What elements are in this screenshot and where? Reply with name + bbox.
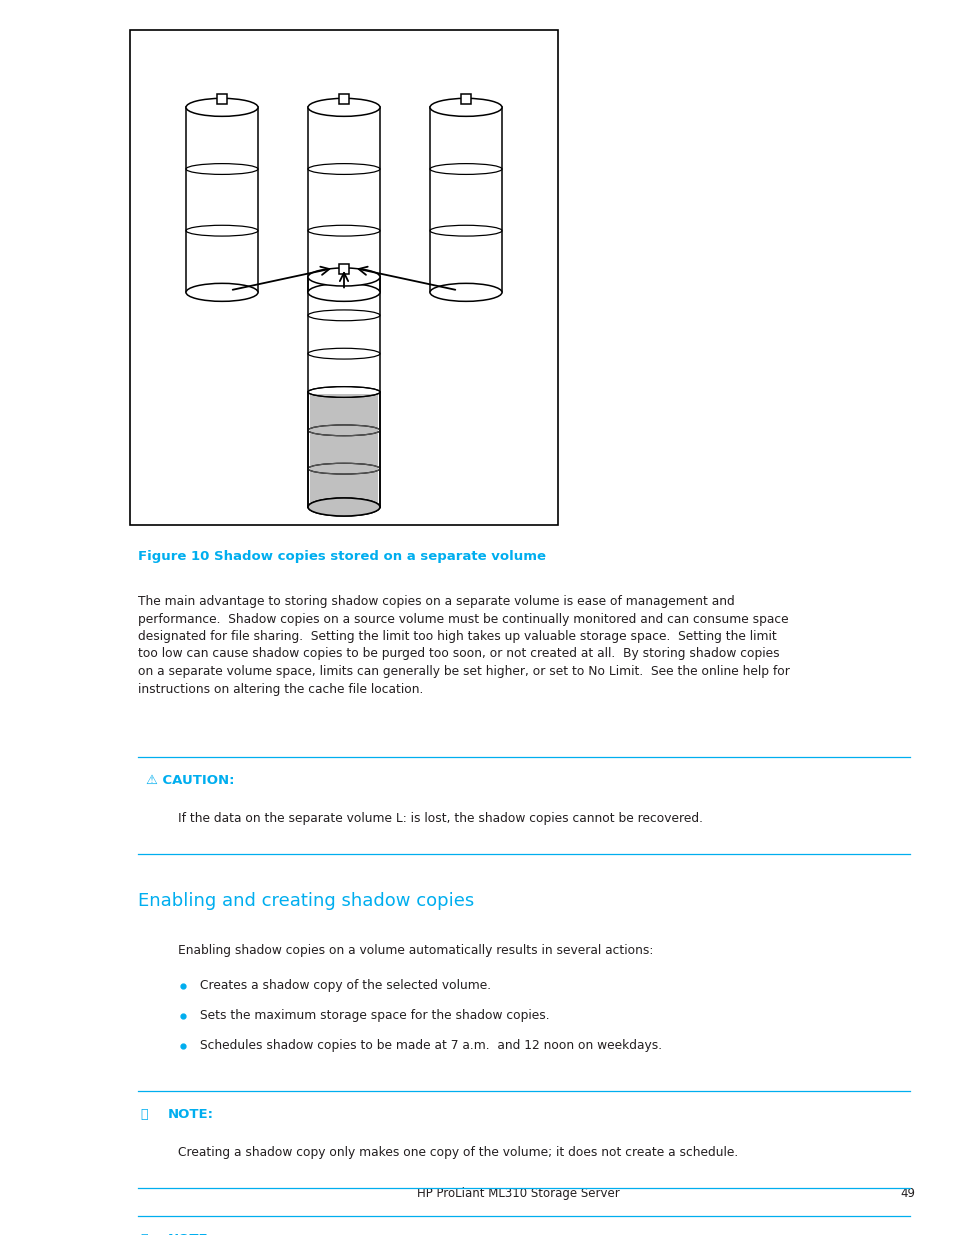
Text: NOTE:: NOTE: <box>168 1233 213 1235</box>
Ellipse shape <box>430 283 501 301</box>
Bar <box>130 30 558 525</box>
Text: Sets the maximum storage space for the shadow copies.: Sets the maximum storage space for the s… <box>200 1009 549 1023</box>
Text: If the data on the separate volume L: is lost, the shadow copies cannot be recov: If the data on the separate volume L: is… <box>178 811 702 825</box>
Text: Creates a shadow copy of the selected volume.: Creates a shadow copy of the selected vo… <box>200 979 491 992</box>
Bar <box>460 94 471 104</box>
Text: 🖹: 🖹 <box>140 1233 148 1235</box>
Text: The main advantage to storing shadow copies on a separate volume is ease of mana: The main advantage to storing shadow cop… <box>138 595 789 695</box>
Ellipse shape <box>308 498 379 516</box>
Bar <box>216 94 227 104</box>
Ellipse shape <box>308 498 379 516</box>
Ellipse shape <box>186 99 257 116</box>
Ellipse shape <box>308 268 379 287</box>
Text: Schedules shadow copies to be made at 7 a.m.  and 12 noon on weekdays.: Schedules shadow copies to be made at 7 … <box>200 1039 661 1052</box>
Ellipse shape <box>430 99 501 116</box>
Bar <box>309 394 378 505</box>
Text: Enabling shadow copies on a volume automatically results in several actions:: Enabling shadow copies on a volume autom… <box>178 944 653 957</box>
Bar <box>308 277 379 508</box>
Bar <box>186 107 257 293</box>
Ellipse shape <box>186 283 257 301</box>
Bar <box>308 107 379 293</box>
Text: 49: 49 <box>899 1187 914 1200</box>
Text: Enabling and creating shadow copies: Enabling and creating shadow copies <box>138 892 474 910</box>
Text: HP ProLiant ML310 Storage Server: HP ProLiant ML310 Storage Server <box>416 1187 619 1200</box>
Bar <box>430 107 501 293</box>
Ellipse shape <box>308 99 379 116</box>
Text: Figure 10 Shadow copies stored on a separate volume: Figure 10 Shadow copies stored on a sepa… <box>138 550 545 563</box>
Ellipse shape <box>308 283 379 301</box>
Text: Creating a shadow copy only makes one copy of the volume; it does not create a s: Creating a shadow copy only makes one co… <box>178 1146 738 1158</box>
Text: 🖹: 🖹 <box>140 1108 148 1121</box>
Bar <box>338 94 349 104</box>
Text: NOTE:: NOTE: <box>168 1108 213 1121</box>
Bar <box>338 264 349 274</box>
Text: ⚠ CAUTION:: ⚠ CAUTION: <box>146 774 234 787</box>
